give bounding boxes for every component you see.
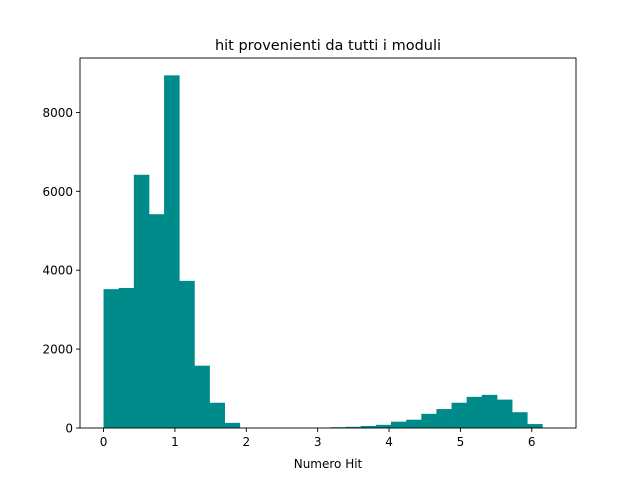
histogram-bar xyxy=(496,399,513,428)
y-tick-label: 2000 xyxy=(42,343,73,357)
histogram-bar xyxy=(391,421,407,428)
x-tick-label: 0 xyxy=(100,435,108,449)
histogram-bar xyxy=(209,402,225,428)
x-tick-label: 1 xyxy=(171,435,179,449)
y-tick-label: 8000 xyxy=(42,106,73,120)
y-tick-label: 0 xyxy=(65,422,73,436)
bars-group xyxy=(103,75,543,428)
x-tick-label: 3 xyxy=(314,435,322,449)
histogram-bar xyxy=(512,412,528,428)
histogram-bar xyxy=(224,422,241,428)
histogram-bar xyxy=(466,396,483,428)
histogram-bar xyxy=(164,75,180,428)
x-tick-label: 4 xyxy=(385,435,393,449)
x-axis-label: Numero Hit xyxy=(294,457,363,471)
plot-frame xyxy=(79,57,577,429)
histogram-bar xyxy=(375,424,392,428)
histogram-bar xyxy=(194,365,210,428)
histogram-bar xyxy=(360,426,377,428)
histogram-bar xyxy=(118,287,135,428)
chart-title: hit provenienti da tutti i moduli xyxy=(215,38,441,54)
histogram-bar xyxy=(451,402,468,428)
histogram-bar xyxy=(133,174,150,428)
histogram-bar xyxy=(103,289,120,428)
y-axis-ticks: 0 2000 4000 6000 8000 xyxy=(42,106,80,436)
y-tick-label: 4000 xyxy=(42,264,73,278)
x-tick-label: 2 xyxy=(242,435,250,449)
histogram-bar xyxy=(148,214,165,428)
histogram-bar xyxy=(345,426,362,428)
histogram-bar xyxy=(481,394,498,428)
x-axis-ticks: 0 1 2 3 4 5 6 xyxy=(100,428,536,449)
histogram-bar xyxy=(436,409,452,428)
x-tick-label: 6 xyxy=(528,435,536,449)
histogram-bar xyxy=(421,413,437,428)
y-tick-label: 6000 xyxy=(42,185,73,199)
histogram-bar xyxy=(406,419,422,428)
histogram-bar xyxy=(527,424,543,428)
histogram-bar xyxy=(179,280,195,428)
x-tick-label: 5 xyxy=(457,435,465,449)
